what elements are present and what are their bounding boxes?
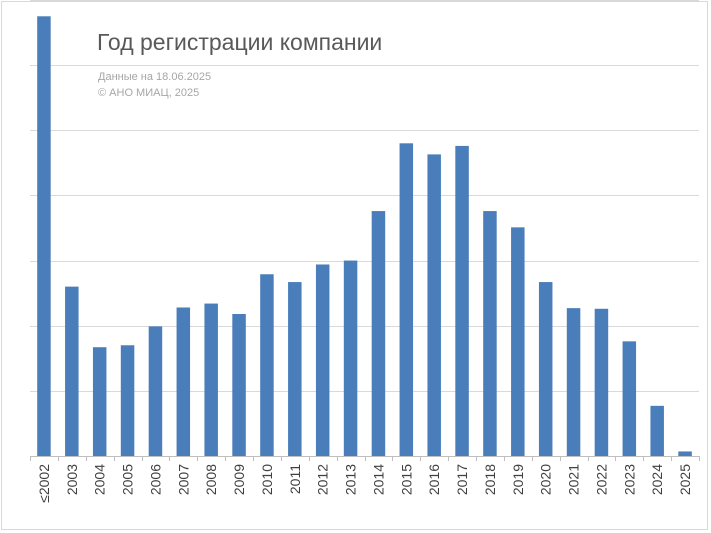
bar-2021 (566, 308, 581, 456)
x-tick-label: 2012 (315, 464, 331, 495)
bar-2024 (650, 405, 664, 456)
x-tick-label: 2023 (621, 464, 637, 495)
bar-2005 (120, 345, 135, 456)
bar-2023 (622, 341, 637, 456)
x-tick-label: 2017 (454, 464, 470, 495)
x-tick-label: ≤2002 (36, 464, 52, 503)
bar-2009 (232, 313, 246, 456)
chart-subtitle-source: © АНО МИАЦ, 2025 (98, 87, 200, 99)
x-tick-label: 2013 (343, 464, 359, 495)
bar-≤2002 (37, 16, 51, 456)
bar-2022 (594, 308, 609, 456)
x-tick-label: 2005 (120, 464, 136, 495)
x-tick-label: 2007 (175, 464, 191, 495)
x-tick-label: 2008 (203, 464, 219, 495)
bar-2013 (343, 260, 358, 456)
x-tick-label: 2010 (259, 464, 275, 495)
x-tick-label: 2006 (147, 464, 163, 495)
bar-2014 (371, 211, 386, 456)
x-tick-label: 2024 (649, 464, 665, 495)
bar-2008 (204, 303, 218, 456)
x-tick-label: 2015 (398, 464, 414, 495)
bar-2020 (538, 282, 553, 456)
bar-2018 (483, 211, 497, 456)
chart-title: Год регистрации компании (97, 29, 383, 55)
x-tick-label: 2020 (538, 464, 554, 495)
bar-2004 (92, 347, 107, 456)
x-tick-label: 2025 (677, 464, 693, 495)
bar-2017 (455, 145, 469, 457)
x-tick-label: 2019 (510, 464, 526, 495)
x-tick-label: 2014 (370, 464, 386, 495)
chart-subtitle-date: Данные на 18.06.2025 (98, 71, 212, 83)
x-tick-label: 2018 (482, 464, 498, 495)
bar-2015 (399, 143, 414, 456)
bar-2006 (148, 326, 163, 456)
x-tick-label: 2016 (426, 464, 442, 495)
bar-2019 (511, 227, 525, 456)
x-tick-label: 2011 (287, 464, 303, 494)
bar-2025 (678, 451, 692, 456)
bar-2007 (176, 307, 191, 456)
x-tick-label: 2021 (566, 464, 582, 495)
bar-2003 (65, 286, 79, 456)
bar-2012 (315, 264, 330, 456)
x-tick-label: 2009 (231, 464, 247, 495)
x-tick-label: 2022 (593, 464, 609, 495)
x-tick-label: 2004 (92, 464, 108, 495)
bar-2011 (288, 282, 302, 456)
bar-2016 (427, 154, 441, 456)
bar-2010 (260, 274, 274, 456)
x-tick-label: 2003 (64, 464, 80, 495)
